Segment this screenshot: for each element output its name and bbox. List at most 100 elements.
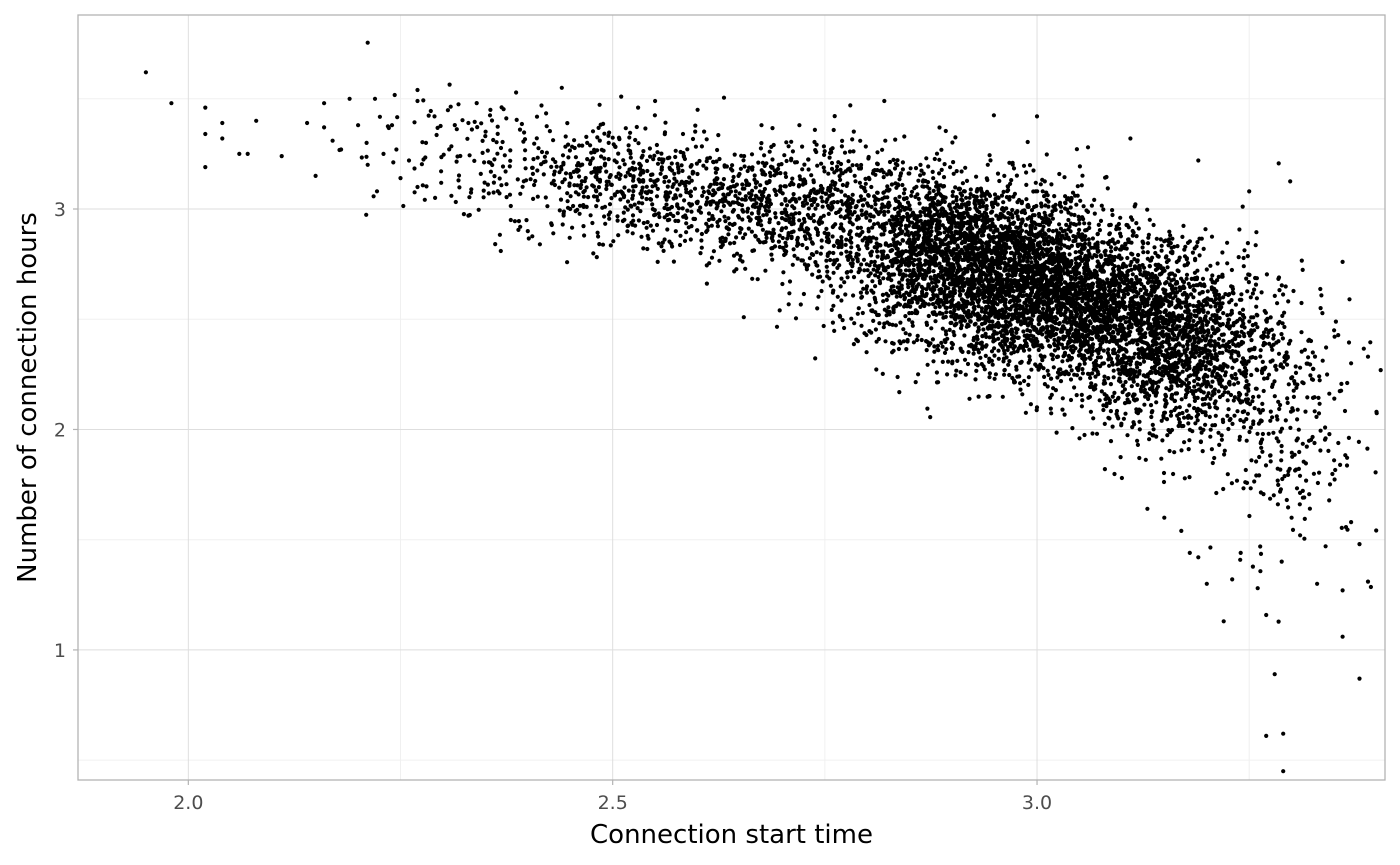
data-point <box>964 207 970 212</box>
data-point <box>976 317 981 322</box>
data-point <box>861 257 867 262</box>
data-point <box>954 368 959 373</box>
data-point <box>907 273 912 278</box>
data-point <box>798 302 803 307</box>
data-point <box>945 299 950 305</box>
data-point <box>1103 175 1108 180</box>
data-point <box>937 287 942 292</box>
data-point <box>1054 276 1059 281</box>
data-point <box>1076 231 1081 236</box>
data-point <box>1055 280 1060 286</box>
data-point <box>1028 291 1033 296</box>
data-point <box>944 305 949 310</box>
data-point <box>944 257 949 262</box>
data-point <box>885 184 890 189</box>
data-point <box>839 276 844 281</box>
data-point <box>997 238 1002 243</box>
data-point <box>1036 347 1041 353</box>
data-point <box>1117 300 1122 305</box>
data-point <box>1140 263 1145 268</box>
data-point <box>1145 207 1150 212</box>
data-point <box>1015 374 1020 379</box>
data-point <box>983 259 988 264</box>
data-point <box>979 309 985 314</box>
data-point <box>859 295 864 300</box>
data-point <box>968 192 973 197</box>
data-point <box>875 249 880 254</box>
data-point <box>1065 272 1071 277</box>
data-point <box>1013 235 1018 240</box>
data-point <box>984 240 989 245</box>
data-point <box>893 303 899 308</box>
data-point <box>811 213 816 218</box>
data-point <box>1096 305 1101 310</box>
data-point <box>960 181 966 186</box>
data-point <box>997 178 1002 184</box>
data-point <box>934 225 939 230</box>
data-point <box>976 293 981 298</box>
data-point <box>1018 224 1023 229</box>
data-point <box>996 281 1001 286</box>
data-point <box>330 138 335 143</box>
data-point <box>897 272 902 277</box>
data-point <box>974 341 979 346</box>
data-point <box>1049 236 1054 241</box>
data-point <box>855 259 860 264</box>
data-point <box>1043 203 1048 208</box>
data-point <box>1029 216 1034 221</box>
data-point <box>1230 330 1235 335</box>
data-point <box>969 344 974 349</box>
data-point <box>1028 286 1033 291</box>
data-point <box>906 317 912 322</box>
data-point <box>1125 291 1131 297</box>
data-point <box>1027 347 1032 352</box>
data-point <box>1134 221 1139 226</box>
data-point <box>979 346 985 351</box>
data-point <box>962 215 967 220</box>
data-point <box>873 202 878 207</box>
data-point <box>1019 229 1024 234</box>
data-point <box>972 282 977 287</box>
data-point <box>917 201 922 206</box>
data-point <box>1075 306 1080 311</box>
data-point <box>816 294 821 299</box>
data-point <box>1047 301 1052 306</box>
data-point <box>1126 239 1131 244</box>
data-point <box>965 301 970 306</box>
data-point <box>787 291 792 296</box>
data-point <box>1027 163 1033 168</box>
data-point <box>1024 307 1029 312</box>
data-point <box>1030 247 1036 252</box>
data-point <box>1078 198 1083 203</box>
data-point <box>930 289 935 294</box>
data-point <box>1049 256 1054 262</box>
data-point <box>954 321 959 326</box>
data-point <box>1093 374 1098 379</box>
data-point <box>1258 348 1263 353</box>
data-point <box>849 245 854 250</box>
data-point <box>958 234 964 239</box>
data-point <box>930 169 935 174</box>
data-point <box>1132 266 1137 271</box>
data-point <box>997 286 1002 291</box>
data-point <box>1070 190 1076 195</box>
data-point <box>938 231 943 236</box>
data-point <box>1017 197 1022 203</box>
data-point <box>1044 190 1049 195</box>
data-point <box>1075 312 1080 317</box>
data-point <box>983 294 988 299</box>
data-point <box>979 283 984 288</box>
data-point <box>1037 318 1042 323</box>
data-point <box>1016 267 1021 272</box>
data-point <box>1027 354 1032 359</box>
data-point <box>1123 320 1128 325</box>
data-point <box>1026 382 1031 387</box>
data-point <box>1056 321 1062 327</box>
data-point <box>945 262 950 267</box>
data-point <box>1080 173 1085 178</box>
data-point <box>885 320 890 325</box>
data-point <box>1152 284 1157 289</box>
data-point <box>934 380 940 385</box>
data-point <box>881 299 886 304</box>
data-point <box>941 302 946 307</box>
